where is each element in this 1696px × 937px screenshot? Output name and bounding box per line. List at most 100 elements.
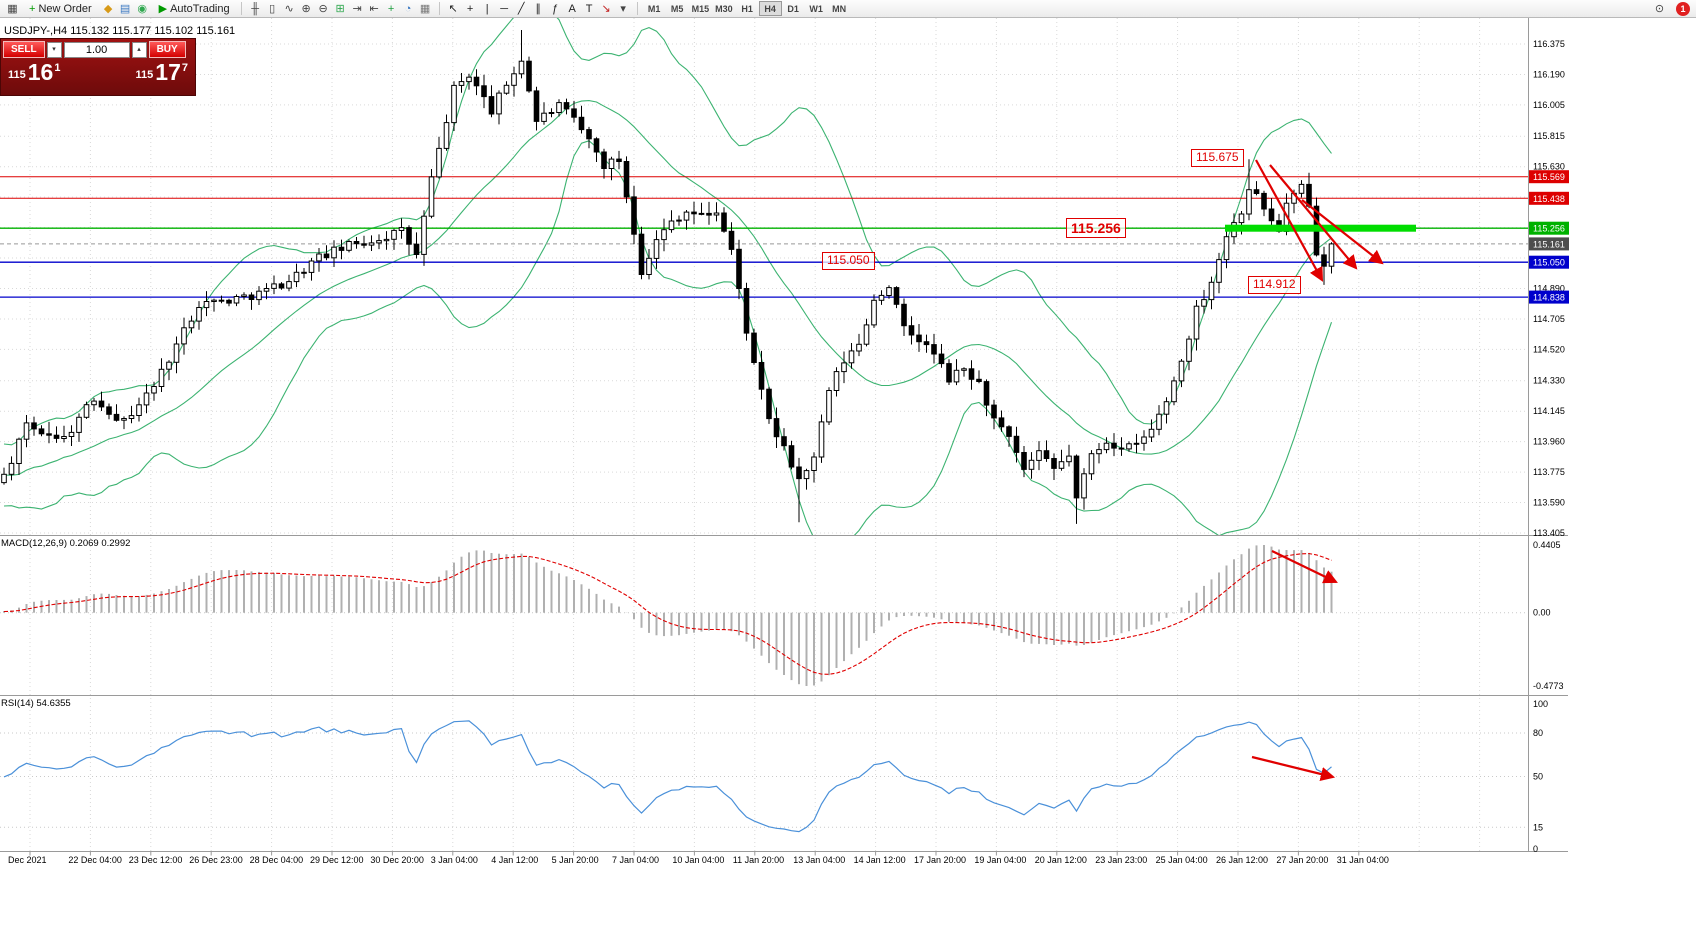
volume-down-button[interactable]: ▾ bbox=[46, 41, 62, 58]
new-order-icon: + bbox=[29, 2, 36, 15]
svg-text:0.4405: 0.4405 bbox=[1533, 540, 1561, 550]
fibonacci-icon[interactable]: ƒ bbox=[552, 2, 559, 15]
zoom-in-icon[interactable]: ⊕ bbox=[301, 2, 311, 15]
svg-text:0: 0 bbox=[1533, 844, 1538, 854]
expert-advisors-icon[interactable]: ◆ bbox=[103, 3, 113, 15]
label-icon[interactable]: T bbox=[585, 2, 593, 15]
new-order-button[interactable]: + New Order bbox=[23, 1, 98, 17]
channel-icon[interactable]: ∥ bbox=[535, 2, 541, 15]
svg-text:26 Jan 12:00: 26 Jan 12:00 bbox=[1216, 855, 1268, 865]
periods-icon[interactable]: ◔ bbox=[404, 2, 412, 15]
time-axis-labels: Dec 2021 22 Dec 04:00 23 Dec 12:00 26 Dec 2… bbox=[8, 851, 1389, 865]
indicators-icon[interactable]: + bbox=[387, 2, 395, 15]
price-annotation-115050[interactable]: 115.050 bbox=[822, 252, 875, 270]
svg-text:Dec 2021: Dec 2021 bbox=[8, 855, 47, 865]
candlestick-chart-icon[interactable]: ▯ bbox=[269, 2, 276, 15]
autotrading-play-icon: ▶ bbox=[158, 3, 168, 15]
svg-text:23 Jan 23:00: 23 Jan 23:00 bbox=[1095, 855, 1147, 865]
templates-icon[interactable]: ▦ bbox=[419, 2, 431, 15]
autotrading-label: AutoTrading bbox=[170, 2, 230, 15]
chart-window-icon[interactable]: ▦ bbox=[7, 3, 18, 15]
arrows-dropdown-icon[interactable]: ▾ bbox=[620, 2, 626, 15]
top-toolbar: ▦ + New Order ◆ ▤ ◉ ▶ AutoTrading ╫ ▯ ∿ ⊕ ⊖ ⊞ ⇥ ⇤… bbox=[0, 0, 1696, 18]
svg-text:113.775: 113.775 bbox=[1533, 467, 1565, 477]
ask-prefix: 115 bbox=[135, 69, 154, 81]
pane-separators bbox=[0, 18, 1568, 852]
ask-price: 115 17 7 bbox=[136, 59, 188, 85]
timeframe-d1-button[interactable]: D1 bbox=[782, 1, 805, 16]
svg-text:20 Jan 12:00: 20 Jan 12:00 bbox=[1035, 855, 1087, 865]
market-watch-icon[interactable]: ◉ bbox=[137, 3, 147, 15]
svg-text:25 Jan 04:00: 25 Jan 04:00 bbox=[1156, 855, 1208, 865]
svg-text:115.815: 115.815 bbox=[1533, 131, 1565, 141]
svg-text:29 Dec 12:00: 29 Dec 12:00 bbox=[310, 855, 364, 865]
profiles-icon[interactable]: ▤ bbox=[119, 3, 131, 15]
svg-text:26 Dec 23:00: 26 Dec 23:00 bbox=[189, 855, 243, 865]
svg-text:114.705: 114.705 bbox=[1533, 314, 1565, 324]
svg-text:19 Jan 04:00: 19 Jan 04:00 bbox=[974, 855, 1026, 865]
svg-text:13 Jan 04:00: 13 Jan 04:00 bbox=[793, 855, 845, 865]
horizontal-level-lines[interactable] bbox=[0, 176, 1528, 298]
cursor-icon[interactable]: ↖ bbox=[448, 2, 458, 15]
svg-text:14 Jan 12:00: 14 Jan 12:00 bbox=[854, 855, 906, 865]
volume-input[interactable] bbox=[63, 41, 130, 58]
support-zone-highlight[interactable] bbox=[1225, 224, 1416, 232]
line-chart-icon[interactable]: ∿ bbox=[284, 2, 294, 15]
svg-text:3 Jan 04:00: 3 Jan 04:00 bbox=[431, 855, 478, 865]
svg-text:115.630: 115.630 bbox=[1533, 162, 1565, 172]
vertical-line-icon[interactable]: | bbox=[485, 2, 489, 15]
bid-pip-digit: 1 bbox=[54, 62, 61, 74]
trend-arrows[interactable] bbox=[1251, 159, 1384, 782]
toolbar-separator bbox=[636, 2, 638, 15]
timeframe-w1-button[interactable]: W1 bbox=[805, 1, 828, 16]
price-annotation-115256[interactable]: 115.256 bbox=[1066, 218, 1126, 239]
svg-text:114.520: 114.520 bbox=[1533, 344, 1565, 354]
chart-title: USDJPY-,H4 115.132 115.177 115.102 115.1… bbox=[4, 25, 236, 37]
crosshair-icon[interactable]: + bbox=[466, 2, 474, 15]
rsi-line bbox=[3, 720, 1332, 833]
bid-price: 115 16 1 bbox=[8, 59, 60, 85]
svg-text:28 Dec 04:00: 28 Dec 04:00 bbox=[250, 855, 304, 865]
timeframe-h1-button[interactable]: H1 bbox=[736, 1, 759, 16]
toolbar-separator bbox=[240, 2, 242, 15]
buy-button[interactable]: BUY bbox=[148, 41, 186, 58]
timeframe-m1-button[interactable]: M1 bbox=[643, 1, 666, 16]
auto-scroll-icon[interactable]: ⇥ bbox=[352, 2, 362, 15]
search-icon[interactable]: ⊙ bbox=[1654, 3, 1665, 15]
autotrading-button[interactable]: ▶ AutoTrading bbox=[153, 1, 236, 17]
toolbar-right-group: ⊙ 1 bbox=[1651, 1, 1692, 17]
chart-icons-group: ╫ ▯ ∿ ⊕ ⊖ ⊞ ⇥ ⇤ + ◔ ▦ bbox=[247, 0, 434, 17]
svg-text:100: 100 bbox=[1533, 699, 1548, 709]
bar-chart-icon[interactable]: ╫ bbox=[251, 2, 260, 15]
text-icon[interactable]: A bbox=[568, 2, 576, 15]
timeframe-m30-button[interactable]: M30 bbox=[712, 1, 736, 16]
svg-text:116.190: 116.190 bbox=[1533, 70, 1565, 80]
ask-big-digits: 17 bbox=[155, 59, 181, 85]
svg-text:116.005: 116.005 bbox=[1533, 100, 1565, 110]
timeframe-mn-button[interactable]: MN bbox=[828, 1, 851, 16]
chart-shift-icon[interactable]: ⇤ bbox=[369, 2, 379, 15]
svg-text:116.375: 116.375 bbox=[1533, 39, 1565, 49]
horizontal-line-icon[interactable]: ─ bbox=[500, 2, 509, 15]
chart-window: 116.375 116.190 116.005 115.815 115.630 114.8… bbox=[0, 18, 1696, 937]
price-annotation-115675[interactable]: 115.675 bbox=[1191, 149, 1244, 167]
macd-histogram bbox=[3, 545, 1333, 686]
price-annotation-114912[interactable]: 114.912 bbox=[1248, 276, 1301, 294]
rsi-levels bbox=[0, 732, 1528, 828]
timeframe-m15-button[interactable]: M15 bbox=[689, 1, 713, 16]
svg-text:115.161: 115.161 bbox=[1533, 239, 1565, 249]
timeframe-h4-button[interactable]: H4 bbox=[758, 1, 782, 16]
trendline-icon[interactable]: ╱ bbox=[517, 2, 525, 15]
tile-windows-icon[interactable]: ⊞ bbox=[335, 2, 345, 15]
price-tags: 115.569 115.438 115.256 115.161 115.050 114.8… bbox=[1529, 170, 1569, 304]
svg-text:27 Jan 20:00: 27 Jan 20:00 bbox=[1276, 855, 1328, 865]
sell-button[interactable]: SELL bbox=[3, 41, 45, 58]
notification-badge[interactable]: 1 bbox=[1676, 1, 1690, 16]
volume-up-button[interactable]: ▴ bbox=[131, 41, 147, 58]
arrows-icon[interactable]: ↘ bbox=[601, 2, 611, 15]
svg-text:17 Jan 20:00: 17 Jan 20:00 bbox=[914, 855, 966, 865]
macd-signal-line bbox=[3, 553, 1332, 675]
zoom-out-icon[interactable]: ⊖ bbox=[318, 2, 328, 15]
timeframe-m5-button[interactable]: M5 bbox=[666, 1, 689, 16]
svg-text:23 Dec 12:00: 23 Dec 12:00 bbox=[129, 855, 183, 865]
